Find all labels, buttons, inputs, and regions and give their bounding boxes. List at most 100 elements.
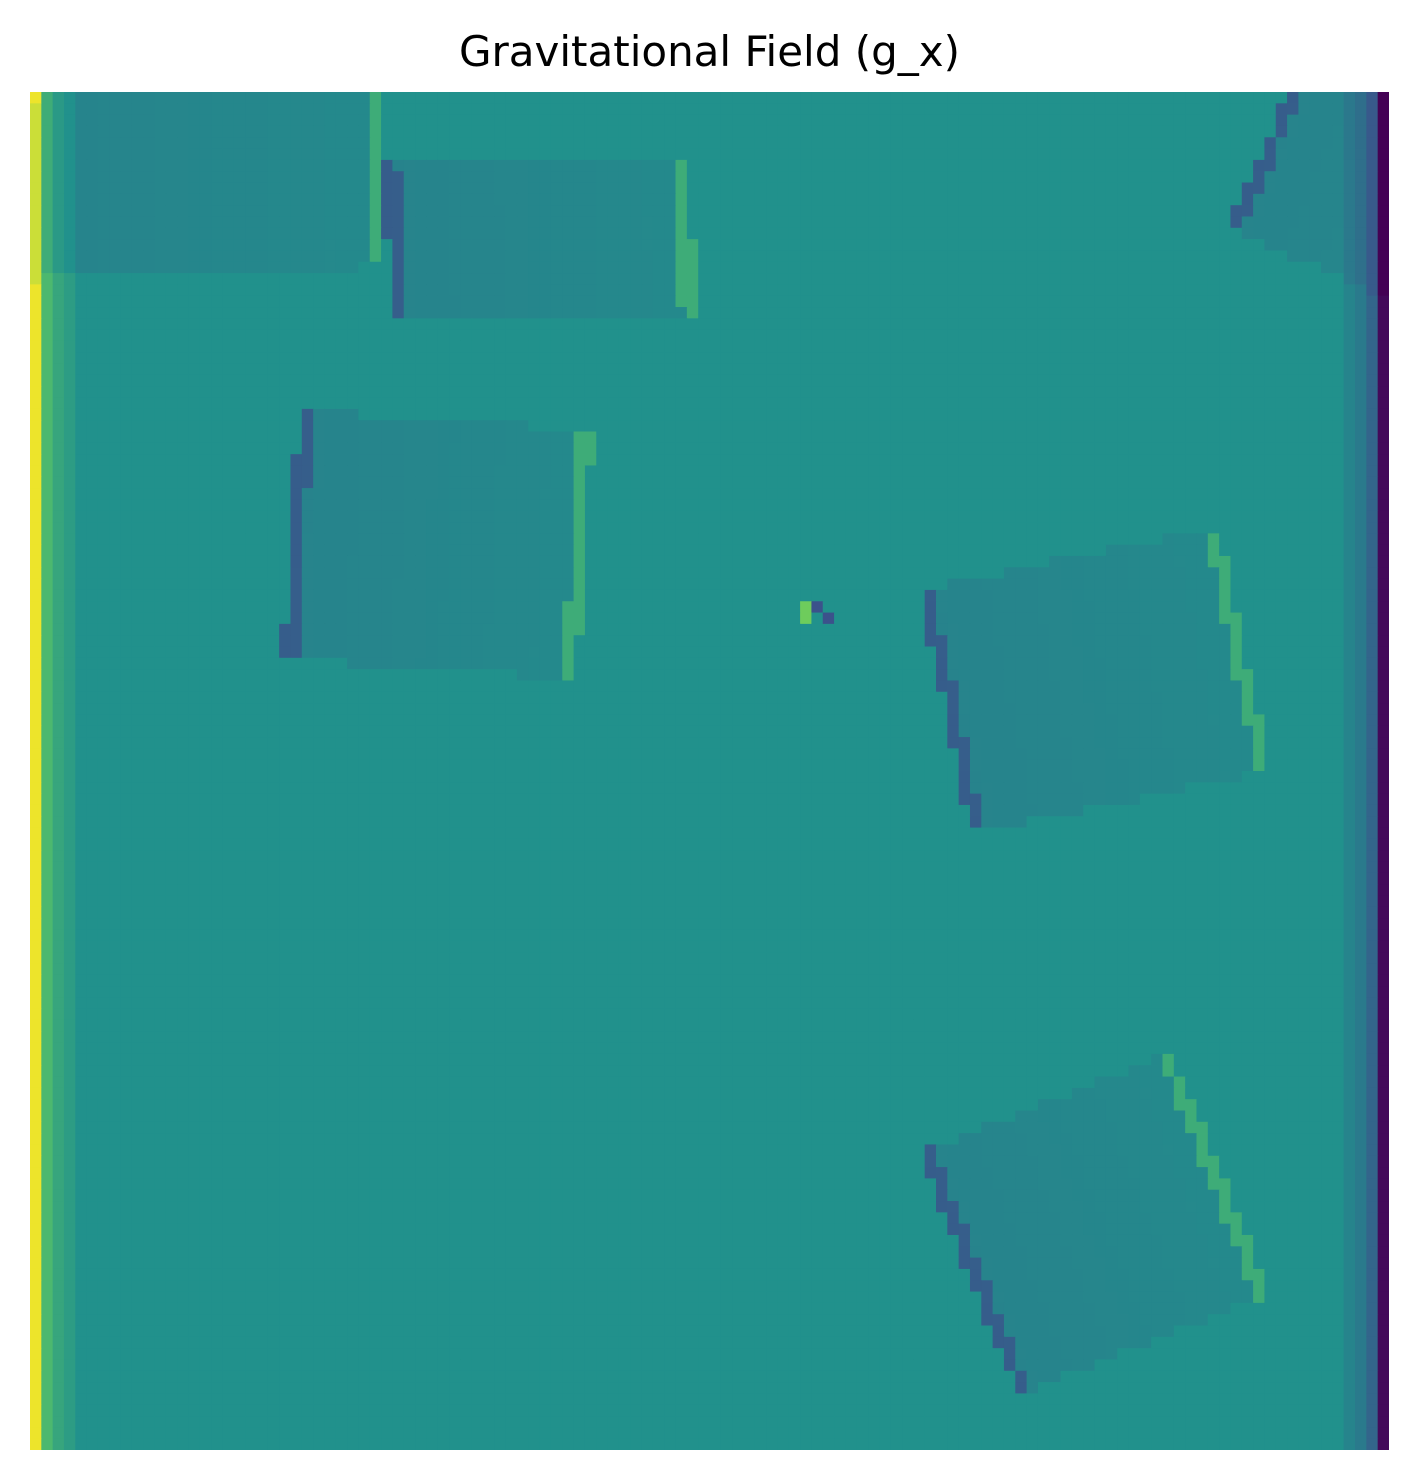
heatmap-cell bbox=[675, 420, 688, 433]
heatmap-cell bbox=[1139, 159, 1152, 172]
heatmap-cell bbox=[1162, 205, 1175, 218]
heatmap-cell bbox=[1162, 193, 1175, 206]
heatmap-cell bbox=[1185, 92, 1198, 104]
heatmap-cell bbox=[154, 420, 167, 433]
heatmap-cell bbox=[1264, 408, 1277, 421]
heatmap-cell bbox=[1049, 307, 1062, 319]
heatmap-cell bbox=[1071, 250, 1084, 263]
heatmap-cell bbox=[618, 137, 631, 150]
heatmap-cell bbox=[415, 510, 427, 523]
heatmap-cell bbox=[845, 408, 858, 421]
heatmap-cell bbox=[165, 273, 178, 285]
heatmap-cell bbox=[800, 533, 813, 546]
heatmap-cell bbox=[256, 284, 269, 297]
heatmap-cell bbox=[1015, 352, 1028, 365]
heatmap-cell bbox=[641, 137, 654, 150]
heatmap-cell bbox=[1162, 397, 1175, 410]
heatmap-cell bbox=[41, 227, 54, 240]
heatmap-cell bbox=[279, 386, 292, 399]
heatmap-cell bbox=[936, 103, 948, 116]
heatmap-cell bbox=[369, 352, 382, 365]
heatmap-cell bbox=[415, 476, 427, 489]
heatmap-cell bbox=[924, 363, 937, 376]
heatmap-cell bbox=[290, 216, 303, 229]
heatmap-cell bbox=[97, 465, 110, 478]
heatmap-cell bbox=[1309, 374, 1322, 387]
heatmap-cell bbox=[437, 92, 450, 104]
heatmap-cell bbox=[97, 408, 110, 421]
heatmap-cell bbox=[358, 386, 371, 399]
heatmap-cell bbox=[800, 476, 813, 489]
heatmap-cell bbox=[313, 114, 326, 127]
heatmap-cell bbox=[1366, 363, 1379, 376]
heatmap-cell bbox=[562, 159, 575, 172]
heatmap-cell bbox=[754, 533, 767, 546]
heatmap-cell bbox=[109, 329, 122, 342]
heatmap-cell bbox=[1253, 295, 1266, 308]
heatmap-cell bbox=[154, 137, 167, 150]
heatmap-cell bbox=[550, 182, 563, 195]
heatmap-cell bbox=[199, 250, 212, 263]
heatmap-cell bbox=[1355, 318, 1367, 331]
heatmap-cell bbox=[1366, 329, 1379, 342]
heatmap-cell bbox=[811, 284, 824, 297]
heatmap-cell bbox=[528, 544, 541, 557]
heatmap-cell bbox=[516, 374, 529, 387]
heatmap-cell bbox=[245, 374, 258, 387]
heatmap-cell bbox=[596, 193, 609, 206]
heatmap-cell bbox=[1151, 273, 1164, 285]
heatmap-cell bbox=[698, 284, 711, 297]
heatmap-cell bbox=[471, 510, 484, 523]
heatmap-cell bbox=[709, 239, 722, 252]
heatmap-cell bbox=[562, 363, 575, 376]
heatmap-cell bbox=[1241, 239, 1254, 252]
heatmap-cell bbox=[426, 329, 439, 342]
heatmap-cell bbox=[1219, 476, 1232, 489]
heatmap-cell bbox=[1185, 182, 1198, 195]
heatmap-cell bbox=[279, 329, 292, 342]
heatmap-cell bbox=[279, 148, 292, 161]
heatmap-cell bbox=[256, 340, 269, 353]
heatmap-cell bbox=[1377, 295, 1389, 308]
heatmap-cell bbox=[1139, 488, 1152, 500]
heatmap-cell bbox=[505, 476, 518, 489]
heatmap-cell bbox=[516, 555, 529, 568]
heatmap-cell bbox=[1037, 499, 1050, 512]
heatmap-cell bbox=[1287, 193, 1299, 206]
heatmap-cell bbox=[358, 544, 371, 557]
heatmap-cell bbox=[30, 442, 42, 455]
heatmap-cell bbox=[1185, 431, 1198, 444]
heatmap-cell bbox=[165, 307, 178, 319]
heatmap-cell bbox=[902, 159, 914, 172]
heatmap-cell bbox=[675, 92, 688, 104]
heatmap-cell bbox=[573, 273, 586, 285]
heatmap-cell bbox=[1332, 318, 1345, 331]
heatmap-cell bbox=[120, 295, 133, 308]
heatmap-cell bbox=[1298, 408, 1311, 421]
heatmap-cell bbox=[800, 159, 813, 172]
heatmap-cell bbox=[573, 510, 586, 523]
heatmap-cell bbox=[75, 454, 88, 467]
heatmap-cell bbox=[822, 465, 835, 478]
heatmap-cell bbox=[143, 205, 156, 218]
heatmap-cell bbox=[1173, 397, 1186, 410]
heatmap-cell bbox=[392, 544, 405, 557]
heatmap-cell bbox=[267, 159, 280, 172]
heatmap-cell bbox=[811, 329, 824, 342]
heatmap-cell bbox=[641, 555, 654, 568]
heatmap-cell bbox=[1241, 171, 1254, 184]
heatmap-cell bbox=[1377, 488, 1389, 500]
heatmap-cell bbox=[1094, 544, 1107, 557]
heatmap-cell bbox=[1162, 148, 1175, 161]
heatmap-cell bbox=[596, 544, 609, 557]
heatmap-cell bbox=[1173, 533, 1186, 546]
heatmap-cell bbox=[256, 307, 269, 319]
heatmap-cell bbox=[41, 454, 54, 467]
heatmap-cell bbox=[698, 533, 711, 546]
heatmap-cell bbox=[1026, 510, 1039, 523]
heatmap-cell bbox=[1207, 216, 1220, 229]
heatmap-cell bbox=[211, 374, 224, 387]
heatmap-cell bbox=[1298, 137, 1311, 150]
heatmap-cell bbox=[1083, 329, 1096, 342]
heatmap-cell bbox=[392, 216, 405, 229]
